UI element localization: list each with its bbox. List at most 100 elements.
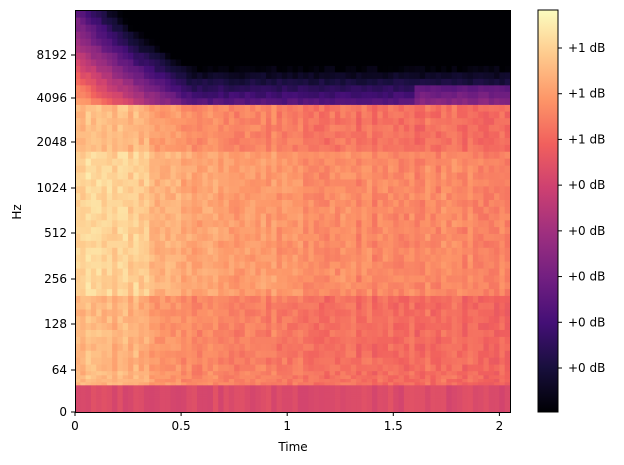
heatmap-cell — [191, 144, 198, 152]
heatmap-cell — [414, 322, 421, 330]
heatmap-cell — [271, 124, 278, 132]
heatmap-cell — [260, 336, 267, 344]
heatmap-cell — [90, 199, 97, 207]
heatmap-cell — [287, 267, 294, 276]
heatmap-cell — [250, 45, 256, 53]
heatmap-cell — [149, 212, 156, 221]
heatmap-cell — [207, 357, 214, 365]
heatmap-cell — [255, 315, 262, 324]
heatmap-cell — [472, 158, 479, 166]
heatmap-cell — [472, 378, 479, 383]
heatmap-cell — [319, 364, 325, 372]
heatmap-cell — [191, 91, 198, 99]
heatmap-cell — [419, 370, 426, 376]
heatmap-cell — [462, 151, 469, 159]
heatmap-cell — [228, 52, 235, 60]
heatmap-cell — [244, 364, 251, 372]
heatmap-cell — [456, 52, 463, 60]
heatmap-cell — [297, 226, 304, 234]
heatmap-cell — [250, 387, 256, 391]
heatmap-cell — [393, 17, 400, 25]
heatmap-cell — [75, 397, 81, 400]
heatmap-cell — [223, 158, 230, 166]
heatmap-cell — [409, 281, 416, 290]
heatmap-cell — [80, 58, 87, 66]
heatmap-cell — [356, 374, 363, 379]
heatmap-cell — [446, 58, 453, 66]
heatmap-cell — [451, 295, 458, 303]
heatmap-cell — [398, 374, 405, 379]
heatmap-cell — [451, 315, 458, 324]
heatmap-cell — [212, 17, 219, 25]
heatmap-cell — [462, 97, 469, 105]
heatmap-cell — [340, 267, 347, 276]
heatmap-cell — [403, 24, 410, 32]
heatmap-cell — [175, 78, 182, 86]
heatmap-cell — [435, 38, 442, 46]
heatmap-cell — [366, 130, 373, 139]
heatmap-cell — [250, 233, 256, 241]
heatmap-cell — [340, 192, 347, 200]
heatmap-cell — [197, 389, 203, 393]
heatmap-cell — [85, 395, 92, 399]
heatmap-cell — [244, 233, 251, 241]
heatmap-cell — [228, 329, 235, 337]
heatmap-cell — [80, 398, 87, 413]
heatmap-cell — [165, 226, 172, 234]
heatmap-cell — [191, 315, 198, 324]
heatmap-cell — [329, 343, 336, 351]
heatmap-cell — [419, 165, 426, 173]
heatmap-cell — [345, 38, 352, 46]
heatmap-cell — [223, 17, 230, 25]
heatmap-cell — [260, 350, 267, 358]
heatmap-cell — [75, 387, 81, 391]
heatmap-cell — [462, 364, 469, 372]
heatmap-cell — [472, 302, 479, 310]
heatmap-cell — [159, 24, 166, 32]
heatmap-cell — [403, 31, 410, 39]
heatmap-cell — [456, 91, 463, 99]
heatmap-cell — [260, 302, 267, 310]
heatmap-cell — [276, 350, 283, 358]
heatmap-cell — [186, 10, 193, 18]
heatmap-cell — [472, 192, 479, 200]
heatmap-cell — [435, 308, 442, 317]
heatmap-cell — [287, 171, 294, 180]
heatmap-cell — [430, 398, 437, 413]
heatmap-cell — [90, 78, 97, 86]
heatmap-cell — [425, 206, 432, 214]
heatmap-cell — [250, 329, 256, 337]
heatmap-cell — [350, 397, 357, 400]
heatmap-cell — [106, 357, 113, 365]
heatmap-cell — [276, 65, 283, 73]
heatmap-cell — [334, 378, 341, 383]
heatmap-cell — [313, 117, 320, 125]
heatmap-cell — [456, 397, 463, 400]
heatmap-cell — [244, 206, 251, 214]
heatmap-cell — [419, 357, 426, 365]
heatmap-cell — [271, 192, 278, 200]
heatmap-cell — [191, 212, 198, 221]
heatmap-cell — [234, 192, 241, 200]
heatmap-cell — [414, 329, 421, 337]
heatmap-cell — [265, 288, 272, 296]
heatmap-cell — [313, 212, 320, 221]
heatmap-cell — [350, 137, 357, 145]
heatmap-cell — [430, 364, 437, 372]
heatmap-cell — [149, 165, 156, 173]
heatmap-cell — [281, 395, 288, 399]
heatmap-cell — [393, 31, 400, 39]
heatmap-cell — [366, 254, 373, 262]
heatmap-cell — [467, 378, 474, 383]
heatmap-cell — [345, 350, 352, 358]
heatmap-cell — [276, 104, 283, 112]
heatmap-cell — [202, 117, 209, 125]
heatmap-cell — [101, 178, 108, 187]
heatmap-cell — [478, 185, 485, 194]
heatmap-cell — [382, 58, 389, 66]
heatmap-cell — [149, 65, 156, 73]
heatmap-cell — [462, 281, 469, 290]
heatmap-cell — [287, 199, 294, 207]
heatmap-cell — [478, 350, 485, 358]
heatmap-cell — [414, 185, 421, 194]
